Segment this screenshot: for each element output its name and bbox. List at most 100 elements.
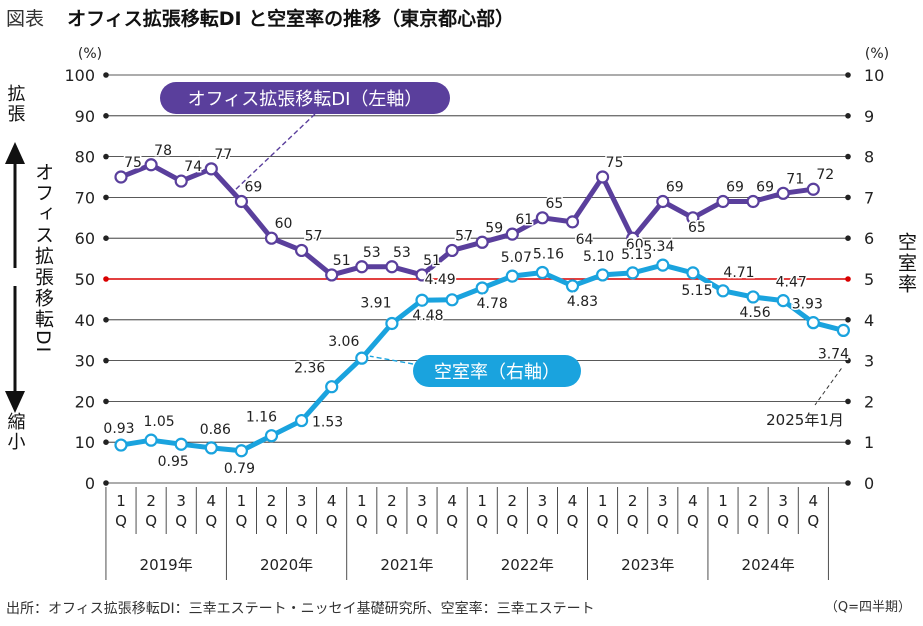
- right-tick-label: 10: [864, 66, 884, 85]
- right-tick-label: 9: [864, 107, 874, 126]
- vacancy-data-label: 4.49: [425, 272, 456, 288]
- x-tick-label-q: Q: [296, 512, 308, 530]
- vacancy-series-line-point: [836, 323, 851, 338]
- di-data-label: 57: [305, 228, 323, 244]
- x-tick-label-quarter: 2: [267, 492, 277, 510]
- di-series-line-point: [295, 243, 309, 258]
- left-tick-label: 80: [75, 148, 95, 167]
- gridline-dot: [103, 276, 109, 282]
- vacancy-series-line-point: [746, 290, 760, 304]
- x-tick-label-q: Q: [386, 512, 398, 530]
- right-tick-label: 2: [864, 392, 874, 411]
- gridline-dot: [845, 398, 851, 405]
- di-series-line-point: [264, 231, 279, 245]
- di-series-line-point: [716, 194, 730, 209]
- di-series-line: [118, 162, 816, 278]
- right-tick-label: 6: [864, 229, 874, 248]
- right-tick-label: 7: [864, 188, 874, 207]
- vacancy-series-line-point: [174, 437, 188, 451]
- x-tick-label-q: Q: [687, 512, 699, 530]
- vacancy-series-line-point: [325, 380, 339, 394]
- gridline-dot: [845, 357, 851, 364]
- left-tick-label: 40: [75, 311, 95, 330]
- di-data-label: 59: [485, 220, 503, 236]
- arrow-up-icon: [5, 142, 25, 164]
- vacancy-data-label: 0.93: [103, 421, 134, 437]
- vacancy-legend-text: 空室率（右軸）: [434, 362, 560, 383]
- right-tick-label: 5: [864, 270, 874, 289]
- di-data-label: 53: [393, 245, 411, 261]
- vacancy-series-line-point: [776, 294, 790, 308]
- di-series-line-point: [415, 268, 429, 282]
- left-tick-label: 100: [64, 66, 95, 85]
- gridline-dot: [103, 235, 109, 241]
- vacancy-data-label: 5.15: [621, 247, 652, 263]
- x-tick-label-q: Q: [567, 512, 579, 530]
- vacancy-data-label: 1.16: [246, 410, 277, 426]
- x-tick-label-quarter: 3: [297, 492, 307, 510]
- di-data-label: 51: [333, 253, 351, 269]
- figure-label: 図表: [6, 8, 45, 30]
- vacancy-legend-box: [413, 355, 581, 387]
- right-tick-label: 1: [864, 433, 874, 452]
- vacancy-series-line-point: [144, 433, 158, 447]
- vacancy-data-label: 4.56: [740, 305, 771, 321]
- di-data-label: 69: [666, 179, 684, 195]
- vacancy-legend-leader: [369, 355, 414, 365]
- gridline-dot: [845, 439, 851, 446]
- x-tick-label-quarter: 2: [748, 492, 758, 510]
- vacancy-series-line-point: [565, 279, 580, 293]
- year-label: 2021年: [380, 556, 433, 574]
- vacancy-data-label: 3.74: [818, 346, 849, 362]
- vacancy-series-line-point: [385, 316, 399, 331]
- left-axis-bottom-label: 縮小: [5, 412, 26, 452]
- x-tick-label-quarter: 3: [538, 492, 548, 510]
- x-tick-label-quarter: 3: [417, 492, 427, 510]
- gridline-dot: [103, 72, 109, 78]
- vacancy-series-line-point: [535, 265, 550, 280]
- right-axis-title: 空室率: [895, 232, 917, 295]
- di-data-label: 60: [626, 237, 644, 253]
- vacancy-series-line-point: [234, 444, 248, 458]
- di-series-line-point: [776, 186, 790, 200]
- di-data-label: 74: [184, 159, 202, 175]
- annotation-leader: [814, 368, 842, 406]
- vacancy-series-line-point: [264, 429, 279, 443]
- di-data-label: 57: [455, 228, 473, 244]
- vacancy-data-label: 4.83: [567, 294, 598, 310]
- x-tick-label-q: Q: [717, 512, 729, 530]
- di-series-line-point: [325, 268, 339, 282]
- right-tick-label: 3: [864, 352, 874, 371]
- di-data-label: 53: [363, 245, 381, 261]
- left-tick-label: 10: [75, 433, 95, 452]
- x-tick-label-q: Q: [476, 512, 488, 530]
- di-data-label: 75: [124, 155, 142, 171]
- x-tick-label-q: Q: [627, 512, 639, 530]
- di-series-line-point: [204, 162, 218, 176]
- di-data-label: 69: [756, 179, 774, 195]
- di-series-line-point: [355, 260, 369, 274]
- gridline-dot: [845, 480, 851, 486]
- right-tick-label: 4: [864, 311, 874, 330]
- x-tick-label-quarter: 1: [598, 492, 608, 510]
- x-tick-label-quarter: 4: [447, 492, 457, 510]
- di-series-line-point: [806, 182, 820, 196]
- x-tick-label-quarter: 4: [809, 492, 819, 510]
- x-tick-label-q: Q: [536, 512, 548, 530]
- vacancy-data-label: 5.07: [501, 250, 532, 266]
- vacancy-series-line-point: [505, 269, 519, 283]
- left-tick-label: 60: [75, 229, 95, 248]
- vacancy-series-line-point: [415, 293, 429, 307]
- left-tick-label: 90: [75, 107, 95, 126]
- vacancy-data-label: 4.78: [477, 296, 508, 312]
- gridline-dot: [103, 398, 109, 405]
- di-series-line-point: [565, 215, 580, 229]
- grid-layer: [103, 72, 851, 486]
- left-axis-title: オフィス拡張移転DI: [32, 162, 54, 354]
- vacancy-data-label: 0.95: [158, 454, 189, 470]
- gridline-dot: [845, 113, 851, 119]
- x-tick-label-quarter: 4: [207, 492, 217, 510]
- gridline-dot: [103, 113, 109, 119]
- x-tick-label-q: Q: [657, 512, 669, 530]
